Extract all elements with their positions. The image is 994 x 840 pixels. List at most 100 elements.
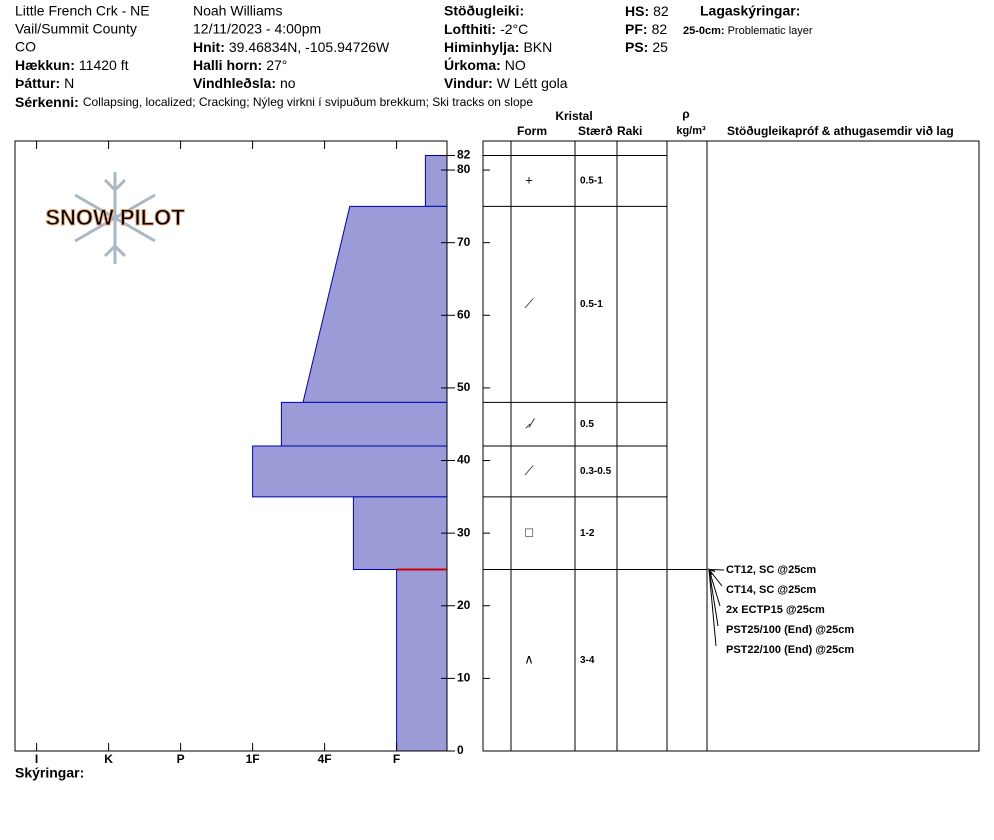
header-field: 25-0cm: Problematic layer bbox=[683, 25, 813, 37]
field-value: NO bbox=[505, 57, 526, 73]
grain-size: 0.5-1 bbox=[580, 299, 603, 310]
field-value: N bbox=[64, 75, 74, 91]
column-header: Raki bbox=[617, 124, 642, 138]
field-value: Problematic layer bbox=[728, 25, 813, 37]
header-field: PS: 25 bbox=[625, 39, 668, 55]
y-tick-label: 30 bbox=[457, 525, 471, 539]
header-field: Lagaskýringar: bbox=[700, 3, 800, 19]
header-field: Vindur: W Létt gola bbox=[444, 75, 568, 91]
field-label: Vindur: bbox=[444, 75, 493, 91]
grain-size: 0.3-0.5 bbox=[580, 466, 612, 477]
hardness-layer bbox=[424, 155, 448, 207]
column-header: Kristal bbox=[555, 109, 592, 123]
hardness-layer bbox=[252, 445, 448, 498]
test-label: PST25/100 (End) @25cm bbox=[726, 624, 854, 636]
x-tick-label: 1F bbox=[246, 752, 260, 766]
test-arrow bbox=[708, 569, 721, 607]
header-field: Himinhylja: BKN bbox=[444, 39, 552, 55]
grain-size: 1-2 bbox=[580, 528, 595, 539]
test-label: CT14, SC @25cm bbox=[726, 584, 816, 596]
field-label: Himinhylja: bbox=[444, 39, 519, 55]
grain-form: ⟋ bbox=[524, 296, 534, 311]
legend-title: Skýringar: bbox=[15, 765, 84, 781]
field-label: Vindhleðsla: bbox=[193, 75, 276, 91]
y-tick-label: 70 bbox=[457, 235, 471, 249]
field-label: Lofthiti: bbox=[444, 21, 496, 37]
y-tick-label: 10 bbox=[457, 671, 471, 685]
header-field: Little French Crk - NE bbox=[15, 3, 150, 19]
grain-form: ⟋ bbox=[524, 463, 534, 478]
field-label: PS: bbox=[625, 39, 648, 55]
field-value: 39.46834N, -105.94726W bbox=[229, 39, 390, 55]
grain-form: + bbox=[525, 172, 533, 187]
logo-flake bbox=[103, 178, 127, 193]
field-value: 82 bbox=[652, 21, 668, 37]
header-field: Halli horn: 27° bbox=[193, 57, 287, 73]
header-field: 12/11/2023 - 4:00pm bbox=[193, 21, 321, 37]
test-arrowhead bbox=[707, 568, 716, 575]
x-tick-label: 4F bbox=[318, 752, 332, 766]
column-header: Stærð bbox=[578, 124, 613, 138]
header-field: Stöðugleiki: bbox=[444, 3, 524, 19]
test-label: 2x ECTP15 @25cm bbox=[726, 604, 825, 616]
header-field: CO bbox=[15, 39, 36, 55]
header-field: HS: 82 bbox=[625, 3, 669, 19]
field-label: Úrkoma: bbox=[444, 56, 501, 73]
field-value: 11420 ft bbox=[79, 57, 129, 73]
header-field: Þáttur: N bbox=[15, 75, 74, 91]
test-arrow bbox=[708, 569, 717, 647]
column-header: Stöðugleikapróf & athugasemdir við lag bbox=[727, 124, 954, 138]
logo-text: SNOW PILOT bbox=[45, 205, 185, 230]
header-field: Vail/Summit County bbox=[15, 21, 137, 37]
field-value: 25 bbox=[652, 39, 668, 55]
header-field: Hnit: 39.46834N, -105.94726W bbox=[193, 39, 390, 55]
field-label: Þáttur: bbox=[15, 75, 60, 91]
field-label: Hækkun: bbox=[15, 57, 75, 73]
plot-frame bbox=[14, 140, 448, 752]
grain-size: 0.5 bbox=[580, 419, 594, 430]
y-tick-label: 40 bbox=[457, 453, 471, 467]
header-field: Hækkun: 11420 ft bbox=[15, 57, 129, 73]
y-tick-label: 20 bbox=[457, 598, 471, 612]
logo-flake bbox=[103, 243, 127, 258]
hardness-layer bbox=[302, 205, 448, 403]
grain-form: ∧ bbox=[524, 652, 534, 667]
field-value: 82 bbox=[653, 3, 669, 19]
grain-size: 3-4 bbox=[580, 655, 595, 666]
y-tick-label: 50 bbox=[457, 380, 471, 394]
field-value: Collapsing, localized; Cracking; Nýleg v… bbox=[83, 95, 534, 109]
field-label: 25-0cm: bbox=[683, 25, 725, 37]
column-headers: Kristal Form Stærð Raki ρ kg/m³ Stöðugle… bbox=[517, 107, 954, 138]
field-value: W Létt gola bbox=[497, 75, 568, 91]
logo-flake bbox=[74, 193, 156, 243]
field-label: Sérkenni: bbox=[15, 94, 79, 110]
hardness-layer bbox=[396, 568, 448, 752]
field-value: no bbox=[280, 75, 296, 91]
test-arrow bbox=[708, 568, 725, 571]
header-field: Noah Williams bbox=[193, 3, 282, 19]
test-label: PST22/100 (End) @25cm bbox=[726, 644, 854, 656]
grain-form: □ bbox=[525, 525, 533, 540]
grain-form: ⸝⁄ bbox=[525, 416, 536, 431]
y-tick-label: 82 bbox=[457, 148, 471, 162]
field-label: Hnit: bbox=[193, 39, 225, 55]
header-field: PF: 82 bbox=[625, 21, 667, 37]
test-arrow bbox=[708, 569, 719, 627]
header-field: Lofthiti: -2°C bbox=[444, 21, 528, 37]
column-header: kg/m³ bbox=[676, 125, 706, 137]
x-tick-label: F bbox=[393, 752, 400, 766]
hardness-layer bbox=[280, 401, 448, 447]
field-label: HS: bbox=[625, 3, 649, 19]
x-tick-label: P bbox=[177, 752, 185, 766]
grain-size: 0.5-1 bbox=[580, 176, 603, 187]
logo bbox=[74, 172, 156, 264]
test-label: CT12, SC @25cm bbox=[726, 564, 816, 576]
y-tick-label: 0 bbox=[457, 743, 464, 757]
header-field: Sérkenni: Collapsing, localized; Cracking… bbox=[15, 94, 533, 110]
header-field: Úrkoma: NO bbox=[444, 56, 526, 73]
hardness-layer bbox=[352, 496, 448, 570]
header-field: Vindhleðsla: no bbox=[193, 75, 296, 91]
x-tick-label: K bbox=[104, 752, 113, 766]
field-label: Halli horn: bbox=[193, 57, 262, 73]
